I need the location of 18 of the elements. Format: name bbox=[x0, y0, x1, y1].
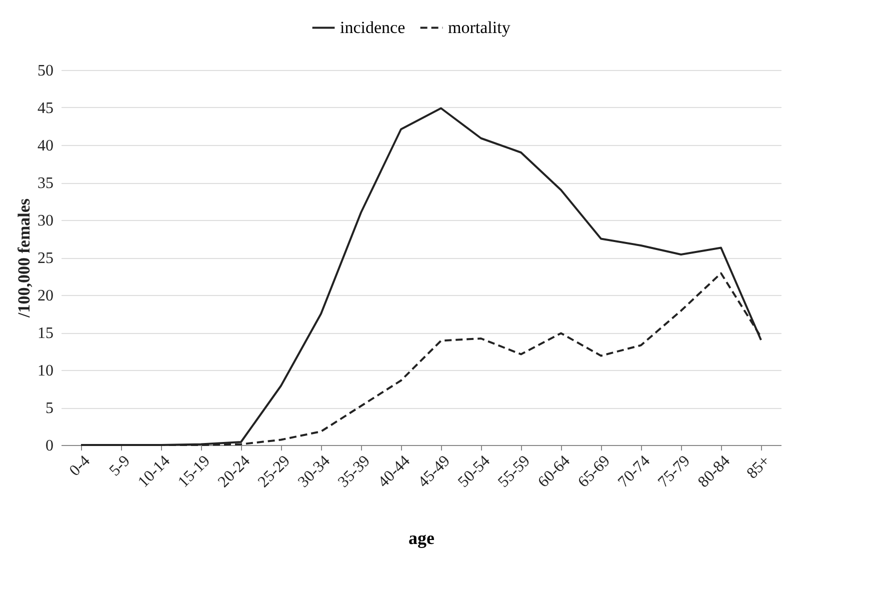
y-axis-title: /100,000 females bbox=[14, 198, 34, 318]
legend-label: mortality bbox=[448, 18, 511, 37]
y-tick-label: 0 bbox=[46, 438, 54, 454]
y-tick-label: 35 bbox=[38, 175, 54, 192]
y-tick-label: 30 bbox=[38, 212, 54, 230]
y-tick-label: 15 bbox=[38, 325, 54, 342]
legend-label: incidence bbox=[340, 18, 406, 37]
y-tick-label: 45 bbox=[38, 100, 54, 117]
y-tick-label: 50 bbox=[38, 62, 54, 80]
y-tick-label: 10 bbox=[38, 362, 54, 380]
x-axis-title: age bbox=[408, 528, 434, 548]
y-tick-label: 40 bbox=[38, 138, 54, 154]
x-tick-label: 5-9 bbox=[106, 452, 134, 480]
x-tick-label: 0-4 bbox=[66, 452, 94, 480]
y-tick-label: 25 bbox=[38, 250, 54, 267]
x-tick-label: 85+ bbox=[744, 452, 774, 482]
y-tick-label: 5 bbox=[46, 400, 54, 417]
y-tick-label: 20 bbox=[38, 288, 54, 304]
